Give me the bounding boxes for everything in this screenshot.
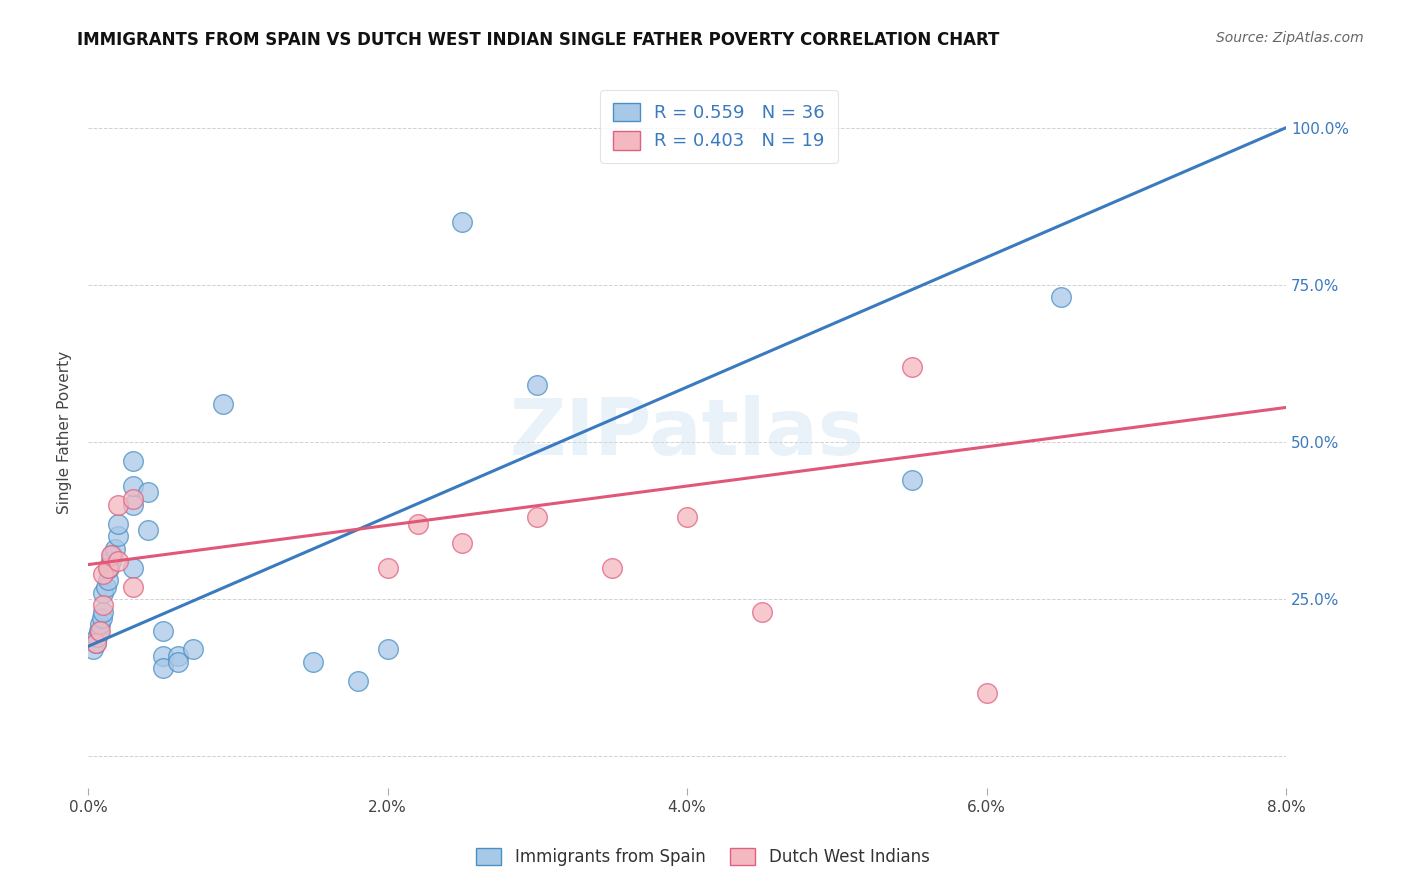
Point (84, 636, 107, 650)
Point (152, 661, 174, 675)
Point (377, 642, 399, 657)
Point (94, 580, 117, 594)
Point (136, 485, 159, 500)
Point (97, 560, 120, 574)
Point (91, 586, 114, 600)
Point (122, 580, 145, 594)
Legend: Immigrants from Spain, Dutch West Indians: Immigrants from Spain, Dutch West Indian… (470, 841, 936, 873)
Point (100, 548, 122, 562)
Point (152, 648, 174, 663)
Point (122, 454, 145, 468)
Point (526, 378, 548, 392)
Text: Source: ZipAtlas.com: Source: ZipAtlas.com (1216, 31, 1364, 45)
Point (212, 397, 235, 411)
Point (451, 215, 474, 229)
Point (91, 605, 114, 619)
Point (122, 479, 145, 493)
Point (377, 560, 399, 574)
Point (122, 560, 145, 574)
Point (167, 648, 190, 663)
Point (526, 510, 548, 524)
Point (451, 535, 474, 549)
Point (152, 624, 174, 638)
Point (101, 548, 124, 562)
Point (122, 491, 145, 506)
Point (84, 636, 107, 650)
Point (89, 624, 111, 638)
Point (86, 630, 108, 644)
Point (98, 560, 121, 574)
Point (600, 560, 623, 574)
Point (107, 498, 129, 512)
Point (89, 617, 111, 632)
Point (346, 673, 368, 688)
Point (406, 516, 429, 531)
Y-axis label: Single Father Poverty: Single Father Poverty (58, 351, 72, 514)
Point (900, 473, 922, 487)
Text: ZIPatlas: ZIPatlas (509, 394, 865, 471)
Point (107, 516, 129, 531)
Point (97, 574, 120, 588)
Point (1050, 290, 1073, 304)
Point (136, 523, 159, 537)
Point (107, 529, 129, 543)
Point (900, 359, 922, 374)
Point (107, 554, 129, 568)
Point (751, 605, 773, 619)
Point (91, 567, 114, 582)
Point (676, 510, 699, 524)
Point (87, 624, 110, 638)
Point (100, 554, 122, 568)
Point (181, 642, 204, 657)
Point (976, 686, 998, 700)
Legend: R = 0.559   N = 36, R = 0.403   N = 19: R = 0.559 N = 36, R = 0.403 N = 19 (600, 90, 838, 163)
Point (82, 642, 104, 657)
Point (167, 655, 190, 669)
Point (104, 541, 127, 556)
Point (122, 498, 145, 512)
Point (90, 611, 112, 625)
Point (301, 655, 323, 669)
Text: IMMIGRANTS FROM SPAIN VS DUTCH WEST INDIAN SINGLE FATHER POVERTY CORRELATION CHA: IMMIGRANTS FROM SPAIN VS DUTCH WEST INDI… (77, 31, 1000, 49)
Point (91, 599, 114, 613)
